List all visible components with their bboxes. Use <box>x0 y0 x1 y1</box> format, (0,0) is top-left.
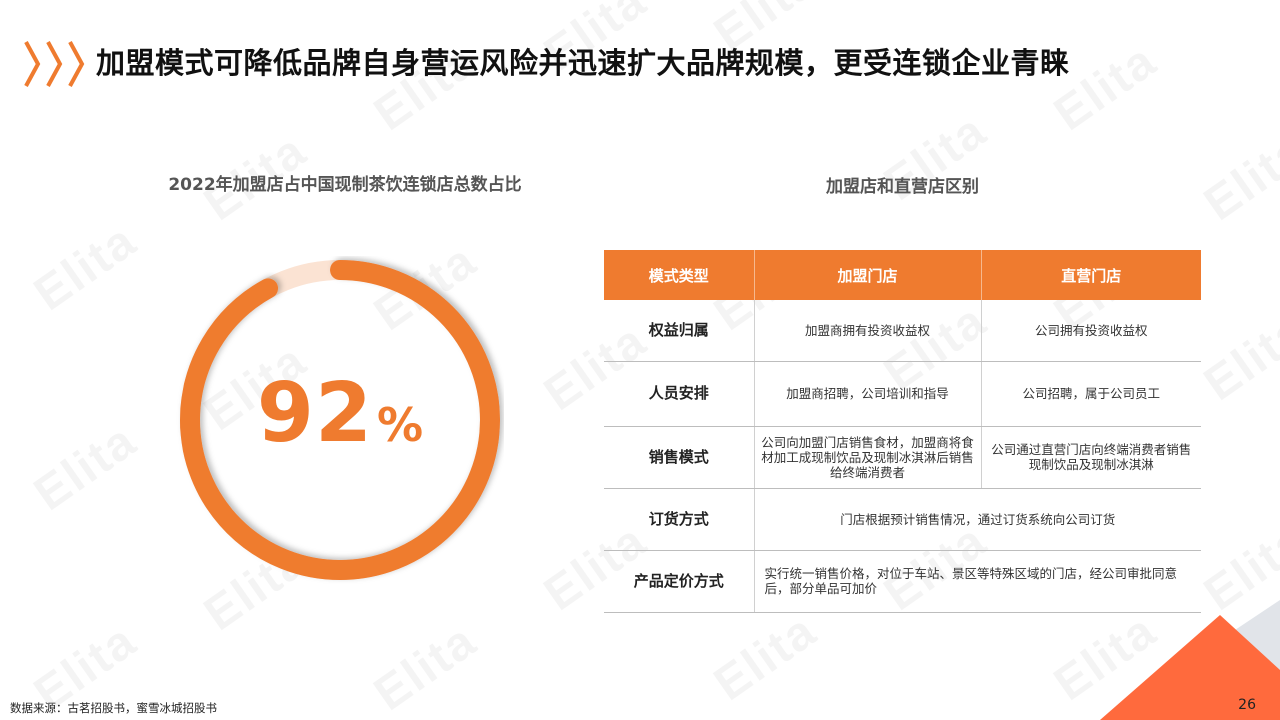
table-row: 订货方式 门店根据预计销售情况，通过订货系统向公司订货 <box>604 488 1201 551</box>
row-label: 人员安排 <box>604 361 755 427</box>
direct-cell: 公司招聘，属于公司员工 <box>981 361 1201 427</box>
franchise-cell: 公司向加盟门店销售食材，加盟商将食材加工成现制饮品及现制冰淇淋后销售给终端消费者 <box>754 426 982 489</box>
page-title: 加盟模式可降低品牌自身营运风险并迅速扩大品牌规模，更受连锁企业青睐 <box>96 46 1070 80</box>
data-source: 数据来源：古茗招股书，蜜雪冰城招股书 <box>10 701 217 715</box>
watermark-text: Elita <box>364 613 487 720</box>
merged-cell: 实行统一销售价格，对位于车站、景区等特殊区域的门店，经公司审批同意后，部分单品可… <box>754 550 1201 613</box>
direct-cell: 公司拥有投资收益权 <box>981 300 1201 362</box>
table-header-mode: 模式类型 <box>604 250 755 300</box>
donut-value-unit: % <box>377 398 424 452</box>
comparison-table: 模式类型 加盟门店 直营门店 权益归属 加盟商拥有投资收益权 公司拥有投资收益权… <box>604 250 1201 613</box>
corner-decoration <box>1100 600 1280 720</box>
page-number: 26 <box>1238 697 1256 713</box>
donut-value: 92% <box>176 366 504 461</box>
watermark-text: Elita <box>1194 123 1280 232</box>
table-header-row: 模式类型 加盟门店 直营门店 <box>604 250 1201 300</box>
watermark-text: Elita <box>24 213 147 322</box>
table-row: 产品定价方式 实行统一销售价格，对位于车站、景区等特殊区域的门店，经公司审批同意… <box>604 550 1201 613</box>
table-title: 加盟店和直营店区别 <box>826 177 979 197</box>
row-label: 权益归属 <box>604 300 755 362</box>
table-row: 人员安排 加盟商招聘，公司培训和指导 公司招聘，属于公司员工 <box>604 361 1201 427</box>
table-header-direct: 直营门店 <box>981 250 1201 300</box>
donut-chart: 92% <box>176 256 504 584</box>
merged-cell: 门店根据预计销售情况，通过订货系统向公司订货 <box>754 488 1201 551</box>
franchise-cell: 加盟商拥有投资收益权 <box>754 300 982 362</box>
watermark-text: Elita <box>24 413 147 522</box>
donut-fill <box>180 260 500 580</box>
table-row: 销售模式 公司向加盟门店销售食材，加盟商将食材加工成现制饮品及现制冰淇淋后销售给… <box>604 426 1201 489</box>
franchise-cell: 加盟商招聘，公司培训和指导 <box>754 361 982 427</box>
row-label: 销售模式 <box>604 426 755 489</box>
row-label: 产品定价方式 <box>604 550 755 613</box>
row-label: 订货方式 <box>604 488 755 551</box>
donut-value-number: 92 <box>256 366 374 461</box>
watermark-text: Elita <box>1194 303 1280 412</box>
chevrons-icon <box>24 41 85 87</box>
direct-cell: 公司通过直营门店向终端消费者销售现制饮品及现制冰淇淋 <box>981 426 1201 489</box>
table-header-franchise: 加盟门店 <box>754 250 982 300</box>
watermark-text: Elita <box>704 603 827 712</box>
donut-chart-title: 2022年加盟店占中国现制茶饮连锁店总数占比 <box>168 175 522 195</box>
table-row: 权益归属 加盟商拥有投资收益权 公司拥有投资收益权 <box>604 300 1201 362</box>
